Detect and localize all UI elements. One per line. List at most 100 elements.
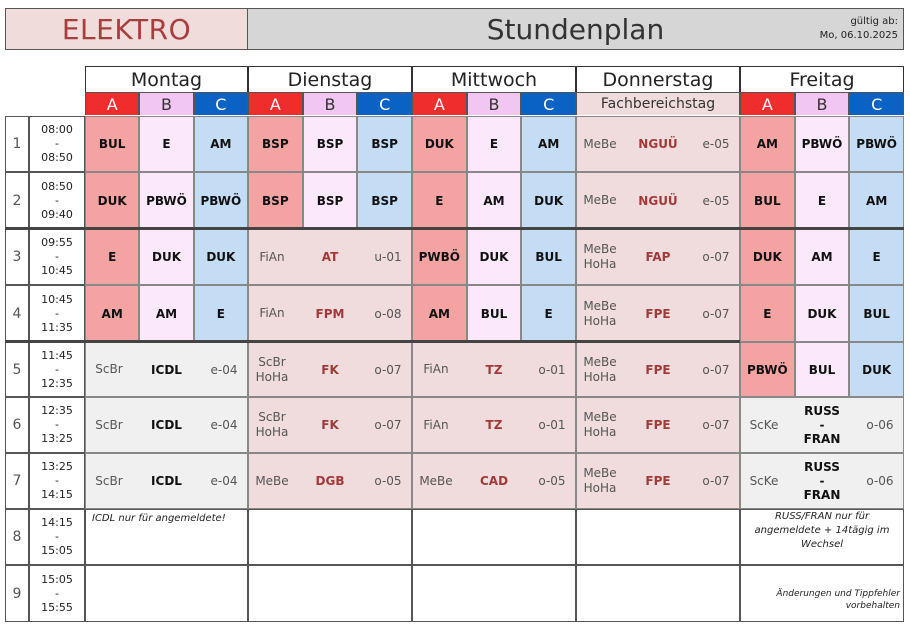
period-dash: -: [55, 362, 59, 376]
lesson-dienstag-all: ScBr HoHa FK o-07: [248, 397, 412, 453]
teacher-code: MeBe: [583, 410, 617, 424]
period-number: 1: [5, 116, 29, 172]
room: o-07: [374, 418, 402, 432]
block-separator: [5, 340, 740, 343]
day-header-mittwoch: Mittwoch: [412, 66, 576, 92]
valid-from-label: gültig ab:: [850, 16, 898, 27]
block-separator: [740, 227, 904, 230]
lesson-freitag-a: PBWÖ: [740, 342, 795, 397]
empty-slot: [248, 509, 412, 565]
period-time: 08:50-09:40: [29, 172, 85, 229]
room: e-04: [210, 362, 238, 377]
lesson-freitag-c: PBWÖ: [849, 116, 904, 172]
period-number: 8: [5, 509, 29, 565]
lesson-donnerstag-all: MeBe HoHa FAP o-07: [576, 229, 740, 285]
teacher-code: ScBr: [95, 362, 123, 376]
teacher-code: ScKe: [749, 417, 779, 432]
lesson-donnerstag-all: MeBe NGUÜ e-05: [576, 116, 740, 172]
room: o-07: [702, 362, 730, 377]
teacher-code: MeBe: [419, 473, 453, 488]
period-end: 14:15: [41, 488, 73, 501]
lesson-freitag-languages: ScKe RUSS - FRAN o-06: [740, 453, 904, 509]
disclaimer: Änderungen und Tippfehler vorbehalten: [776, 589, 900, 611]
room: o-08: [374, 306, 402, 321]
period-dash: -: [55, 474, 59, 487]
lesson-montag-a: E: [85, 229, 140, 285]
teacher-codes: MeBe HoHa: [577, 466, 623, 496]
day-header-freitag: Freitag: [740, 66, 904, 92]
teacher-codes: ScBr: [86, 362, 132, 377]
period-time: 08:00-08:50: [29, 116, 85, 172]
period-time: 12:35-13:25: [29, 397, 85, 453]
subject: NGUÜ: [638, 193, 678, 208]
lesson-mittwoch-b: AM: [466, 172, 522, 229]
valid-from: gültig ab: Mo, 06.10.2025: [820, 15, 898, 43]
teacher-code: MeBe: [583, 298, 617, 313]
subject: RUSS: [804, 404, 840, 418]
teacher-code: FiAn: [423, 362, 449, 376]
lesson-montag-a: DUK: [85, 172, 140, 229]
period-end: 10:45: [41, 264, 73, 277]
subject: AT: [321, 250, 339, 264]
lesson-freitag-b: E: [794, 172, 850, 229]
period-start: 11:45: [41, 348, 73, 362]
room: o-05: [374, 474, 402, 488]
period-start: 08:50: [41, 179, 73, 193]
group-header-montag-b: B: [139, 92, 194, 115]
period-end: 08:50: [41, 151, 73, 164]
lesson-montag-b: DUK: [139, 229, 194, 285]
empty-slot: [740, 509, 904, 565]
period-number: 2: [5, 172, 29, 229]
lesson-donnerstag-all: MeBe HoHa FPE o-07: [576, 342, 740, 397]
subject: FRAN: [803, 432, 841, 446]
lesson-freitag-b: DUK: [794, 285, 850, 342]
period-start: 09:55: [41, 236, 73, 249]
lesson-montag-c: AM: [193, 116, 248, 172]
teacher-code: FiAn: [259, 249, 285, 264]
lesson-freitag-c: DUK: [849, 342, 904, 397]
lesson-mittwoch-c: E: [521, 285, 576, 342]
period-time: 14:15-15:05: [29, 509, 85, 565]
lesson-dienstag-a: BSP: [248, 116, 303, 172]
language-note: RUSS/FRAN nur für angemeldete + 14tägig …: [754, 511, 890, 550]
group-header-freitag-c: C: [849, 92, 904, 115]
lesson-dienstag-a: BSP: [248, 172, 303, 229]
subject-options: RUSS - FRAN: [787, 460, 857, 502]
lesson-montag-c: PBWÖ: [193, 172, 248, 229]
period-number: 4: [5, 285, 29, 342]
subject: FAP: [645, 250, 671, 264]
period-start: 08:00: [41, 123, 73, 136]
teacher-codes: ScBr: [86, 474, 132, 489]
empty-slot: [576, 509, 740, 565]
period-number: 5: [5, 342, 29, 397]
period-dash: -: [55, 137, 59, 150]
lesson-mittwoch-all: FiAn TZ o-01: [412, 397, 576, 453]
lesson-montag-all: ScBr ICDL e-04: [85, 342, 248, 397]
subject: FPE: [645, 362, 671, 377]
teacher-codes: MeBe HoHa: [577, 410, 623, 440]
lesson-freitag-languages: ScKe RUSS - FRAN o-06: [740, 397, 904, 453]
lesson-montag-all: ScBr ICDL e-04: [85, 397, 248, 453]
block-separator: [5, 227, 740, 230]
period-time: 13:25-14:15: [29, 453, 85, 509]
lesson-freitag-a: DUK: [740, 229, 795, 285]
lesson-mittwoch-all: MeBe CAD o-05: [412, 453, 576, 509]
group-header-mittwoch-b: B: [466, 92, 522, 115]
lesson-mittwoch-b: DUK: [466, 229, 522, 285]
group-header-dienstag-b: B: [302, 92, 358, 115]
group-header-dienstag-a: A: [248, 92, 303, 115]
teacher-codes: MeBe: [577, 193, 623, 208]
lesson-freitag-c: E: [849, 229, 904, 285]
teacher-code: HoHa: [583, 369, 617, 384]
period-end: 13:25: [41, 432, 73, 445]
teacher-codes: FiAn: [413, 418, 459, 433]
period-end: 12:35: [41, 376, 73, 390]
teacher-codes: MeBe HoHa: [577, 355, 623, 385]
teacher-code: ScBr: [95, 417, 123, 432]
group-header-fachbereichstag: Fachbereichstag: [576, 92, 740, 115]
teacher-code: FiAn: [423, 417, 449, 432]
lesson-mittwoch-b: E: [466, 116, 522, 172]
lesson-freitag-c: BUL: [849, 285, 904, 342]
teacher-code: MeBe: [583, 466, 617, 480]
subject-separator: -: [819, 418, 825, 432]
